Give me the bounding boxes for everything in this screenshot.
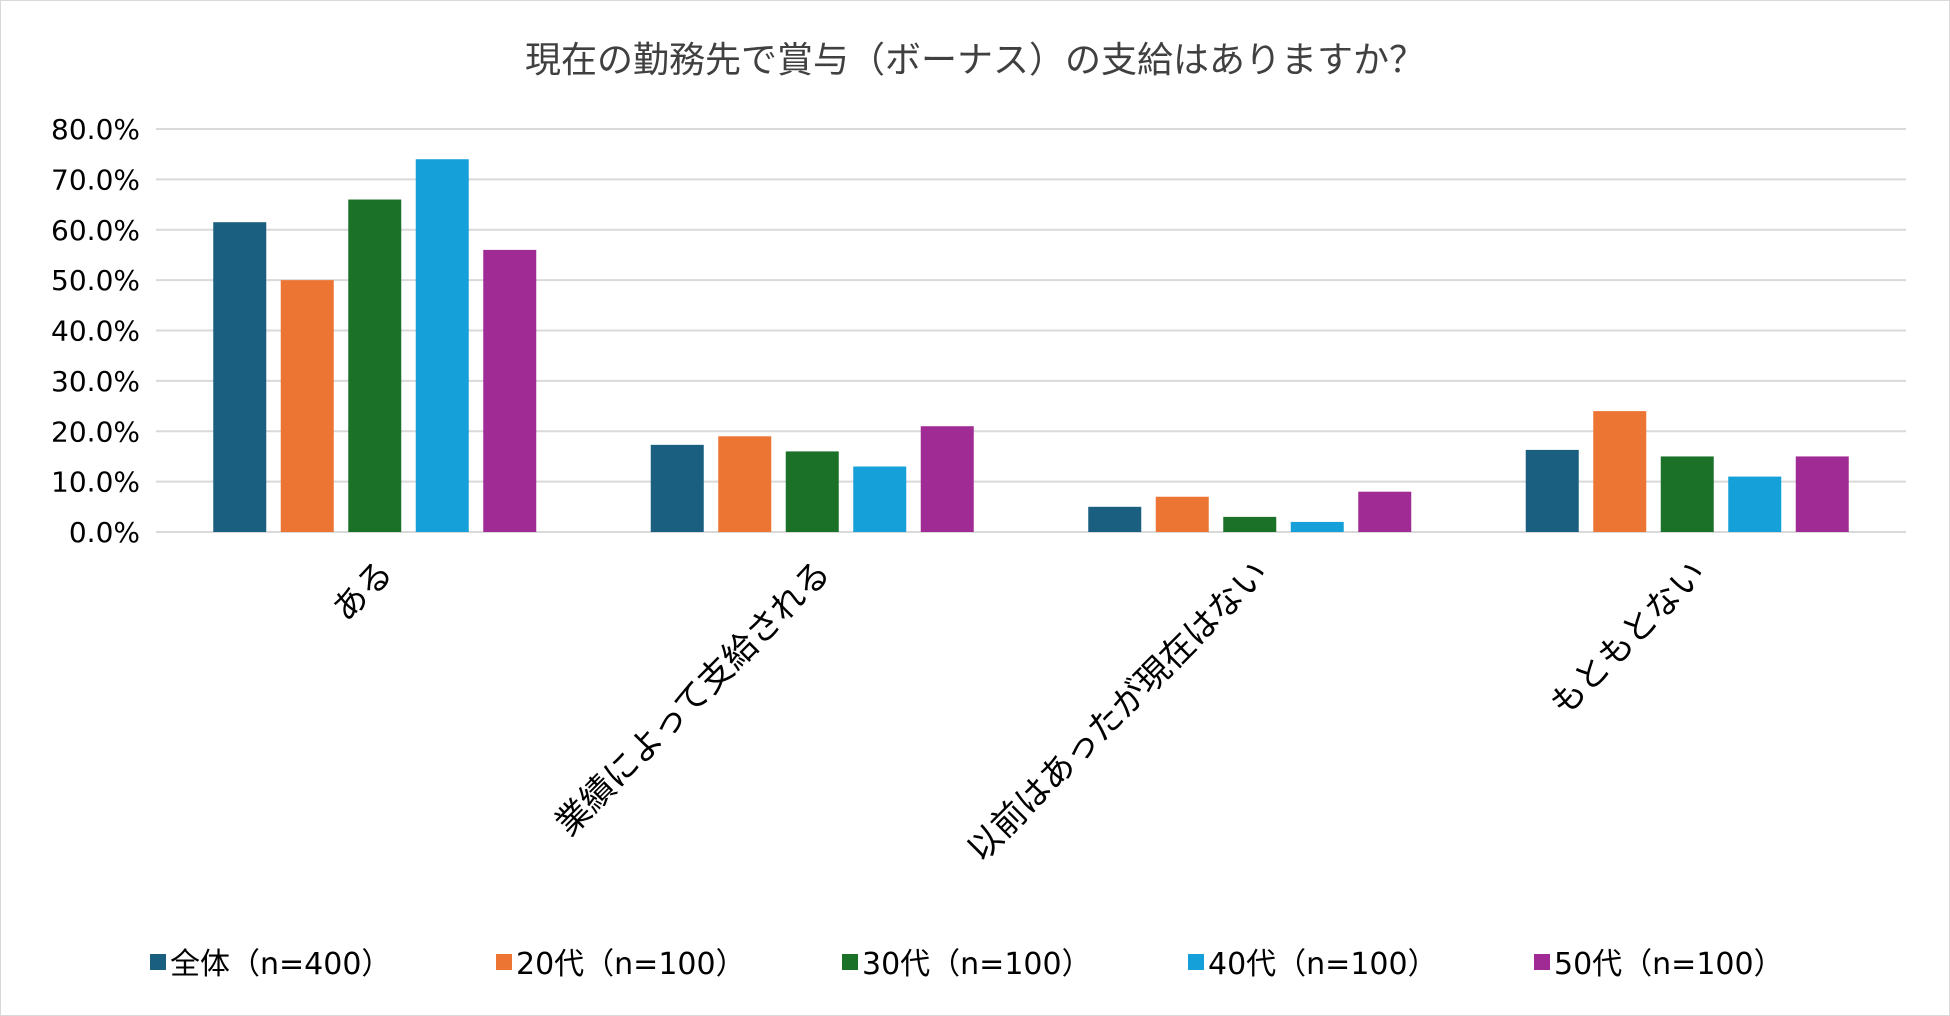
y-tick-label: 10.0% [51,466,140,499]
legend-swatch [1534,954,1550,970]
bar [483,249,537,532]
bar [1728,476,1782,532]
legend-swatch [842,954,858,970]
legend-label: 40代（n=100） [1208,947,1438,982]
y-tick-label: 40.0% [51,315,140,348]
bar [1525,449,1579,532]
bar [1223,516,1277,532]
y-axis: 0.0% 10.0% 20.0% 30.0% 40.0% 50.0% 60.0% 70.0% 8… [51,113,140,549]
bar [920,426,974,532]
legend-entry: 30代（n=100） [842,947,1092,982]
legend-label: 50代（n=100） [1554,947,1784,982]
y-tick-label: 0.0% [69,516,140,549]
x-tick-label: 以前はあったが現在はない [959,553,1276,870]
bar [213,222,267,532]
legend-entry: 全体（n=400） [150,947,391,982]
legend-label: 30代（n=100） [862,947,1092,982]
y-tick-label: 30.0% [51,365,140,398]
bar [1088,506,1142,532]
bar [1155,496,1209,532]
bar [785,451,839,532]
legend-entry: 20代（n=100） [496,947,746,982]
y-tick-label: 60.0% [51,214,140,247]
x-tick-label: 業績によって支給される [548,553,839,844]
bar [348,199,402,532]
bar [1290,521,1344,532]
legend-entry: 40代（n=100） [1188,947,1438,982]
bar [650,444,704,532]
bar [1795,456,1849,532]
legend-label: 20代（n=100） [516,947,746,982]
y-tick-label: 70.0% [51,163,140,196]
bar [718,436,772,532]
bars [213,159,1849,532]
legend-label: 全体（n=400） [170,947,391,982]
bar [853,466,907,532]
x-tick-label: ある [325,553,401,629]
legend: 全体（n=400） 20代（n=100） 30代（n=100） 40代（n=100） 5… [150,947,1784,982]
x-tick-label: もともとない [1543,553,1714,724]
bar [415,159,469,532]
legend-swatch [496,954,512,970]
bar [1593,411,1647,532]
x-axis: ある 業績によって支給される 以前はあったが現在はない もともとない [325,553,1714,870]
legend-swatch [1188,954,1204,970]
bar [1358,491,1412,532]
y-tick-label: 80.0% [51,113,140,146]
y-tick-label: 50.0% [51,264,140,297]
legend-swatch [150,954,166,970]
chart-title: 現在の勤務先で賞与（ボーナス）の支給はありますか？ [525,40,1425,81]
bar [280,280,334,532]
bar [1660,456,1714,532]
y-tick-label: 20.0% [51,415,140,448]
legend-entry: 50代（n=100） [1534,947,1784,982]
